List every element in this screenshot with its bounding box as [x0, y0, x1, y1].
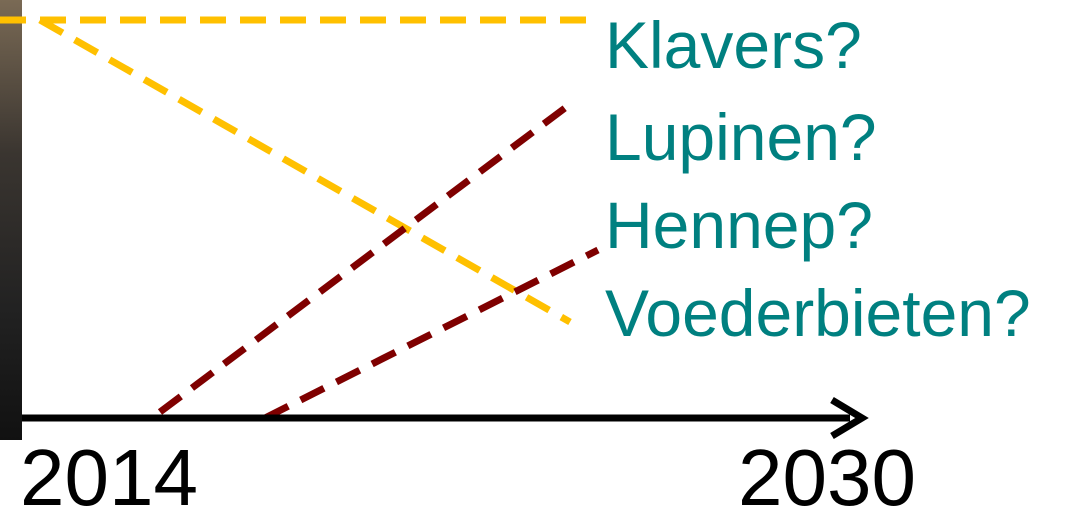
- crop-label: Klavers?: [605, 8, 862, 82]
- page: Klavers? Lupinen? Hennep? Voederbieten? …: [0, 0, 1088, 509]
- axis-end-label: 2030: [738, 433, 916, 509]
- red-rise-line: [160, 108, 565, 412]
- crop-label: Hennep?: [605, 188, 873, 262]
- diagram: Klavers? Lupinen? Hennep? Voederbieten? …: [0, 0, 1088, 509]
- yellow-decline-line: [40, 20, 570, 322]
- crop-label: Voederbieten?: [605, 276, 1031, 350]
- axis-start-label: 2014: [20, 433, 198, 509]
- photo-strip: [0, 0, 22, 440]
- red-rise-line: [265, 250, 598, 418]
- crop-label: Lupinen?: [605, 100, 877, 174]
